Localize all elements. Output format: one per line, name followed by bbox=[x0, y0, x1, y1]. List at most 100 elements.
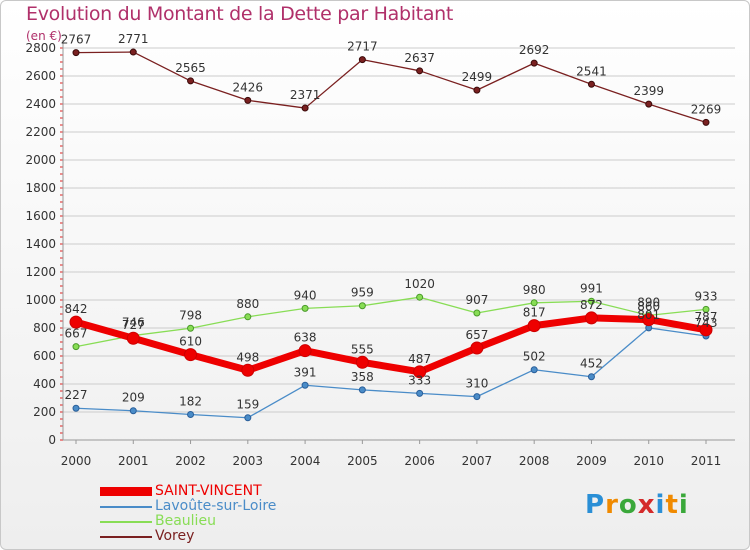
data-point-beaulieu-2009 bbox=[587, 297, 595, 305]
data-label-vorey-2009: 2541 bbox=[576, 64, 607, 78]
legend-swatch-saint-vincent bbox=[100, 487, 152, 496]
y-tick-label-200: 200 bbox=[33, 405, 56, 419]
data-label-beaulieu-2008: 980 bbox=[523, 283, 546, 297]
logo-letter: i bbox=[678, 490, 689, 520]
data-point-saint-vincent-2010 bbox=[642, 313, 656, 327]
data-point-saint-vincent-2003 bbox=[241, 363, 255, 377]
data-label-saint-vincent-2010: 860 bbox=[637, 300, 660, 314]
legend-swatch-vorey bbox=[100, 535, 152, 538]
data-point-vorey-2003 bbox=[244, 96, 252, 104]
data-point-lavo-te-sur-loire-2007 bbox=[473, 393, 481, 401]
data-label-saint-vincent-2004: 638 bbox=[294, 331, 317, 345]
data-label-lavo-te-sur-loire-2011: 743 bbox=[695, 316, 718, 330]
data-point-vorey-2008 bbox=[530, 59, 538, 67]
data-point-vorey-2004 bbox=[301, 104, 309, 112]
data-label-beaulieu-2003: 880 bbox=[236, 297, 259, 311]
data-point-vorey-2011 bbox=[702, 118, 710, 126]
y-tick-label-1400: 1400 bbox=[25, 237, 56, 251]
data-label-lavo-te-sur-loire-2002: 182 bbox=[179, 395, 202, 409]
data-label-beaulieu-2000: 667 bbox=[65, 327, 88, 341]
data-label-saint-vincent-2006: 487 bbox=[408, 352, 431, 366]
y-tick-label-1800: 1800 bbox=[25, 181, 56, 195]
logo-letter: i bbox=[655, 490, 666, 520]
x-tick-label-2010: 2010 bbox=[633, 454, 664, 468]
data-label-saint-vincent-2007: 657 bbox=[465, 328, 488, 342]
x-tick-label-2001: 2001 bbox=[118, 454, 149, 468]
logo-letter: x bbox=[637, 490, 656, 520]
data-label-vorey-2010: 2399 bbox=[633, 84, 664, 98]
data-label-vorey-2011: 2269 bbox=[691, 102, 722, 116]
data-label-beaulieu-2006: 1020 bbox=[404, 277, 435, 291]
legend-item-saint-vincent[interactable]: SAINT-VINCENT bbox=[100, 484, 276, 499]
legend-item-beaulieu[interactable]: Beaulieu bbox=[100, 514, 276, 529]
data-point-vorey-2001 bbox=[129, 48, 137, 56]
legend-item-lavoute-sur-loire[interactable]: Lavoûte-sur-Loire bbox=[100, 499, 276, 514]
data-label-beaulieu-2011: 933 bbox=[695, 289, 718, 303]
legend-label-vorey: Vorey bbox=[155, 528, 195, 544]
logo-letter: r bbox=[605, 490, 619, 520]
data-label-lavo-te-sur-loire-2000: 227 bbox=[65, 388, 88, 402]
data-point-vorey-2007 bbox=[473, 86, 481, 94]
legend-item-vorey[interactable]: Vorey bbox=[100, 529, 276, 544]
logo-letter: o bbox=[618, 490, 638, 520]
data-point-saint-vincent-2005 bbox=[355, 355, 369, 369]
data-point-saint-vincent-2007 bbox=[470, 341, 484, 355]
data-point-vorey-2005 bbox=[358, 56, 366, 64]
data-label-lavo-te-sur-loire-2001: 209 bbox=[122, 391, 145, 405]
data-label-lavo-te-sur-loire-2008: 502 bbox=[523, 350, 546, 364]
x-tick-label-2005: 2005 bbox=[347, 454, 378, 468]
legend-label-saint-vincent: SAINT-VINCENT bbox=[155, 483, 262, 499]
data-point-saint-vincent-2002 bbox=[184, 348, 198, 362]
data-point-lavo-te-sur-loire-2001 bbox=[129, 407, 137, 415]
data-point-beaulieu-2005 bbox=[358, 302, 366, 310]
data-label-vorey-2005: 2717 bbox=[347, 40, 378, 54]
data-label-vorey-2007: 2499 bbox=[462, 70, 493, 84]
data-point-lavo-te-sur-loire-2004 bbox=[301, 381, 309, 389]
data-point-saint-vincent-2001 bbox=[126, 331, 140, 345]
data-label-lavo-te-sur-loire-2009: 452 bbox=[580, 357, 603, 371]
data-point-saint-vincent-2004 bbox=[298, 344, 312, 358]
data-label-saint-vincent-2000: 842 bbox=[65, 302, 88, 316]
data-label-lavo-te-sur-loire-2007: 310 bbox=[465, 377, 488, 391]
data-label-saint-vincent-2001: 727 bbox=[122, 318, 145, 332]
data-label-vorey-2002: 2565 bbox=[175, 61, 206, 75]
data-label-lavo-te-sur-loire-2003: 159 bbox=[236, 398, 259, 412]
x-tick-label-2011: 2011 bbox=[691, 454, 722, 468]
data-label-beaulieu-2005: 959 bbox=[351, 286, 374, 300]
y-tick-label-2800: 2800 bbox=[25, 41, 56, 55]
data-label-lavo-te-sur-loire-2004: 391 bbox=[294, 365, 317, 379]
x-tick-label-2006: 2006 bbox=[404, 454, 435, 468]
y-tick-label-2400: 2400 bbox=[25, 97, 56, 111]
x-tick-label-2008: 2008 bbox=[519, 454, 550, 468]
data-point-vorey-2010 bbox=[645, 100, 653, 108]
legend-label-beaulieu: Beaulieu bbox=[155, 513, 216, 529]
legend-swatch-lavoute-sur-loire bbox=[100, 505, 152, 508]
data-point-beaulieu-2004 bbox=[301, 304, 309, 312]
x-tick-label-2009: 2009 bbox=[576, 454, 607, 468]
x-tick-label-2004: 2004 bbox=[290, 454, 321, 468]
y-tick-label-400: 400 bbox=[33, 377, 56, 391]
data-point-saint-vincent-2000 bbox=[69, 315, 83, 329]
chart-subtitle: (en €) bbox=[26, 29, 62, 43]
y-tick-label-1600: 1600 bbox=[25, 209, 56, 223]
data-label-saint-vincent-2011: 787 bbox=[695, 310, 718, 324]
series-line-beaulieu bbox=[75, 296, 707, 348]
series-line-vorey bbox=[75, 51, 707, 123]
data-point-beaulieu-2008 bbox=[530, 299, 538, 307]
data-label-saint-vincent-2002: 610 bbox=[179, 335, 202, 349]
data-label-beaulieu-2004: 940 bbox=[294, 288, 317, 302]
data-point-lavo-te-sur-loire-2009 bbox=[587, 373, 595, 381]
chart-legend: SAINT-VINCENT Lavoûte-sur-Loire Beaulieu… bbox=[100, 484, 276, 544]
data-point-vorey-2000 bbox=[72, 49, 80, 57]
y-tick-label-1200: 1200 bbox=[25, 265, 56, 279]
data-label-lavo-te-sur-loire-2010: 801 bbox=[637, 308, 660, 322]
x-tick-label-2002: 2002 bbox=[175, 454, 206, 468]
data-point-saint-vincent-2009 bbox=[584, 311, 598, 325]
series-line-saint-vincent bbox=[75, 314, 707, 376]
data-label-beaulieu-2007: 907 bbox=[465, 293, 488, 307]
logo-letter: t bbox=[665, 490, 679, 520]
data-point-beaulieu-2002 bbox=[187, 324, 195, 332]
y-tick-label-600: 600 bbox=[33, 349, 56, 363]
